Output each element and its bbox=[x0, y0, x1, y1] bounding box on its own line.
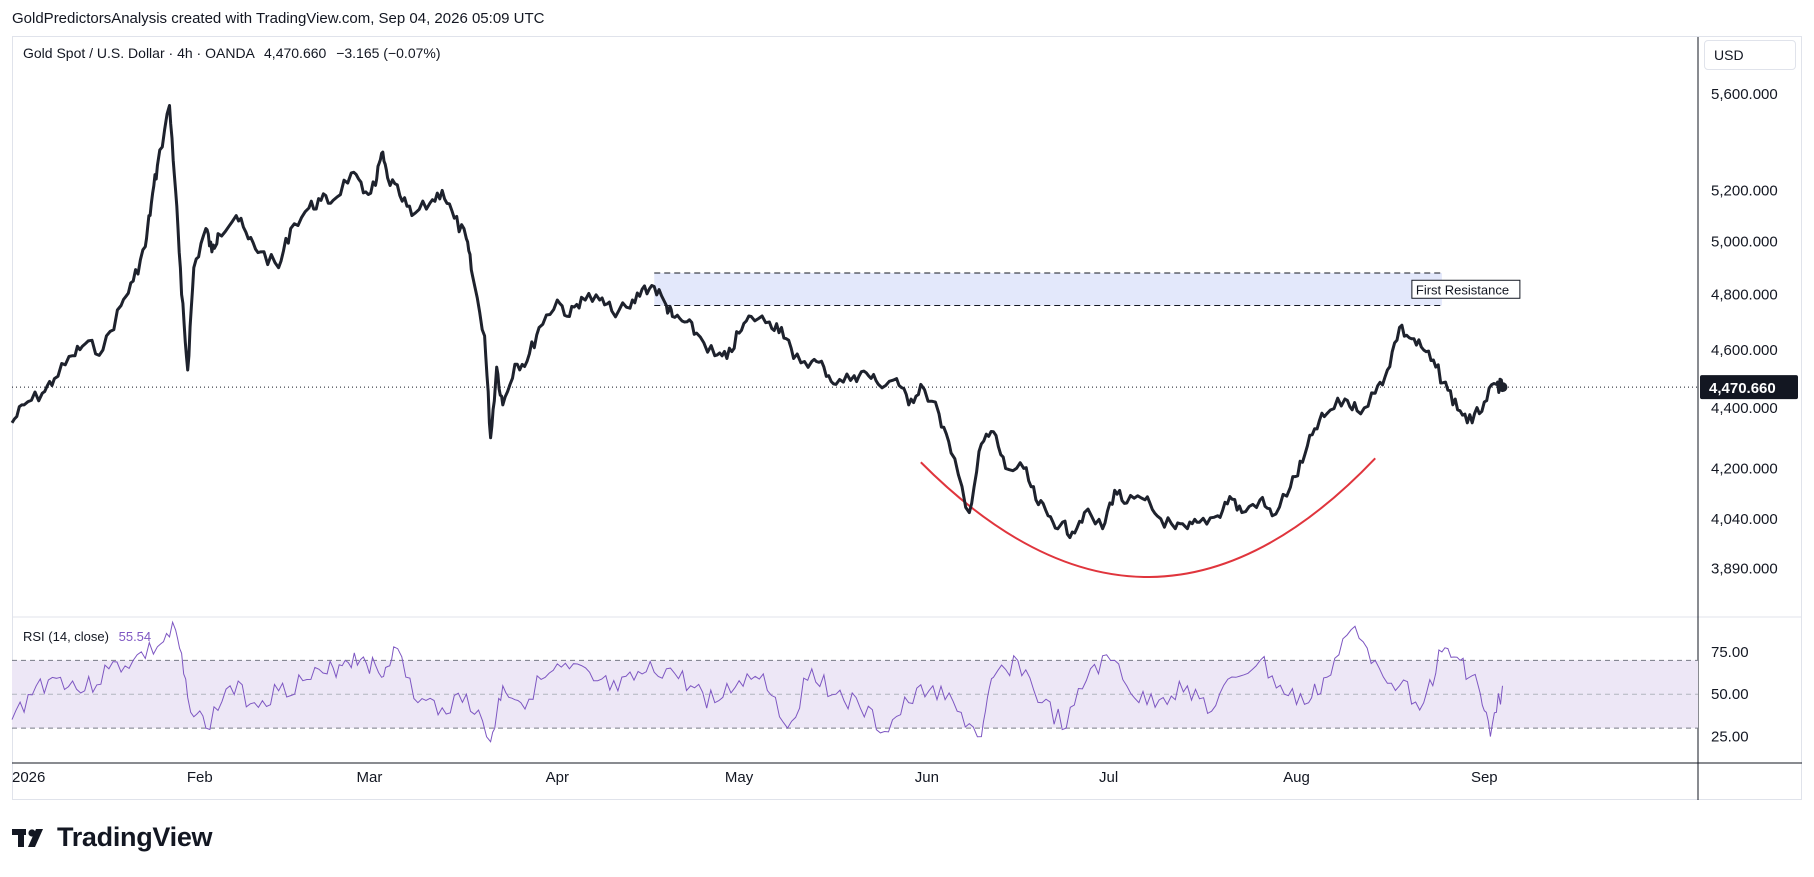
price-axis-tick-label: 3,890.000 bbox=[1711, 560, 1778, 577]
rsi-axis-tick-label: 25.00 bbox=[1711, 729, 1749, 746]
tradingview-logo[interactable]: TradingView bbox=[12, 822, 213, 853]
time-axis-label: Jul bbox=[1099, 769, 1118, 786]
rsi-axis-tick-label: 75.00 bbox=[1711, 644, 1749, 661]
time-axis-label: Mar bbox=[357, 769, 383, 786]
tradingview-logo-text: TradingView bbox=[57, 822, 213, 852]
price-axis-tick-label: 5,600.000 bbox=[1711, 86, 1778, 103]
chart-frame bbox=[12, 36, 1802, 800]
legend-source: OANDA bbox=[205, 45, 255, 61]
symbol-legend[interactable]: Gold Spot / U.S. Dollar · 4h · OANDA 4,4… bbox=[23, 45, 441, 61]
time-axis-label: Apr bbox=[546, 769, 569, 786]
resistance-label-box bbox=[1411, 279, 1521, 299]
resistance-label: First Resistance bbox=[1416, 282, 1509, 297]
chart-attribution: GoldPredictorsAnalysis created with Trad… bbox=[12, 10, 545, 27]
last-price-label-bg bbox=[1700, 375, 1798, 400]
price-axis-tick-label: 4,400.000 bbox=[1711, 400, 1778, 417]
legend-change: −3.165 (−0.07%) bbox=[336, 45, 441, 61]
rsi-legend[interactable]: RSI (14, close) 55.54 bbox=[23, 629, 151, 644]
legend-separator: · bbox=[196, 45, 206, 61]
rsi-legend-label: RSI (14, close) bbox=[23, 629, 109, 644]
price-axis-tick-label: 5,000.000 bbox=[1711, 233, 1778, 250]
last-price-label: 4,470.660 bbox=[1709, 380, 1776, 397]
rsi-series-line bbox=[11, 620, 1503, 743]
rsi-legend-value: 55.54 bbox=[118, 629, 152, 644]
tradingview-logo-icon bbox=[12, 828, 43, 847]
legend-symbol: Gold Spot / U.S. Dollar bbox=[23, 45, 165, 61]
legend-price: 4,470.660 bbox=[264, 45, 327, 61]
currency-button[interactable]: USD bbox=[1704, 40, 1796, 70]
legend-interval: 4h bbox=[177, 45, 193, 61]
time-axis-label: Jun bbox=[915, 769, 939, 786]
price-axis-tick-label: 4,600.000 bbox=[1711, 342, 1778, 359]
price-axis-tick-label: 4,800.000 bbox=[1711, 287, 1778, 304]
time-axis-label: 2026 bbox=[12, 769, 45, 786]
price-axis-tick-label: 4,200.000 bbox=[1711, 460, 1778, 477]
time-axis-label: Sep bbox=[1471, 769, 1498, 786]
rsi-axis-tick-label: 50.00 bbox=[1711, 686, 1749, 703]
rounded-bottom-arc bbox=[920, 457, 1376, 578]
price-series-line bbox=[10, 104, 1504, 540]
price-axis-tick-label: 5,200.000 bbox=[1711, 182, 1778, 199]
last-price-marker bbox=[1497, 382, 1508, 393]
resistance-zone bbox=[654, 273, 1442, 306]
time-axis-label: Aug bbox=[1283, 769, 1310, 786]
price-axis-tick-label: 4,040.000 bbox=[1711, 511, 1778, 528]
legend-separator: · bbox=[168, 45, 178, 61]
time-axis-label: May bbox=[725, 769, 754, 786]
time-axis-label: Feb bbox=[187, 769, 213, 786]
